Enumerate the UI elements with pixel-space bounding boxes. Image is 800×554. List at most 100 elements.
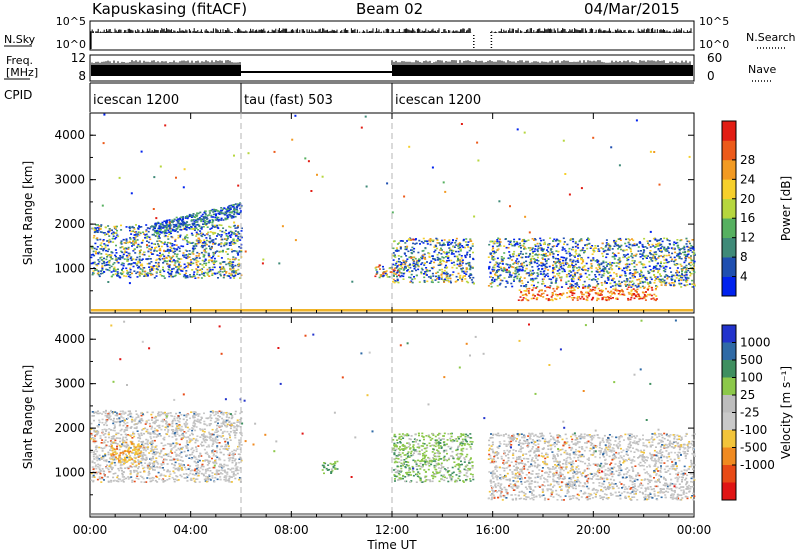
echo-cell xyxy=(455,275,458,278)
echo-cell xyxy=(165,256,168,259)
echo-cell xyxy=(457,258,459,260)
echo-cell xyxy=(100,256,103,258)
echo-cell xyxy=(639,282,642,284)
echo-cell xyxy=(135,456,137,459)
echo-cell xyxy=(580,291,583,294)
echo-cell xyxy=(628,263,631,266)
echo-cell xyxy=(495,271,498,274)
echo-cell xyxy=(515,272,518,275)
echo-cell xyxy=(503,277,506,279)
echo-cell xyxy=(168,256,171,259)
echo-cell xyxy=(404,242,407,244)
echo-cell xyxy=(147,258,150,260)
echo-cell xyxy=(564,259,567,262)
echo-cell xyxy=(228,242,231,244)
echo-cell xyxy=(211,272,214,275)
echo-cell xyxy=(95,455,98,458)
echo-cell xyxy=(201,273,204,275)
echo-cell xyxy=(236,425,239,428)
echo-cell xyxy=(542,278,545,280)
echo-cell xyxy=(520,247,522,249)
echo-cell xyxy=(235,233,238,236)
echo-cell xyxy=(617,259,620,261)
echo-cell xyxy=(640,263,643,265)
echo-cell xyxy=(186,422,189,425)
echo-cell xyxy=(637,285,640,288)
echo-cell xyxy=(670,278,673,280)
echo-cell xyxy=(208,245,211,247)
echo-cell xyxy=(513,238,516,241)
echo-cell xyxy=(574,272,577,274)
echo-cell xyxy=(218,473,221,475)
echo-cell xyxy=(127,248,130,250)
echo-cell xyxy=(171,219,174,222)
echo-cell xyxy=(518,238,521,241)
echo-cell xyxy=(426,240,429,242)
echo-cell xyxy=(417,259,420,262)
echo-cell xyxy=(202,220,205,223)
echo-cell xyxy=(182,245,185,248)
echo-cell xyxy=(225,471,228,474)
echo-cell xyxy=(163,255,166,257)
echo-cell xyxy=(420,271,423,273)
echo-cell xyxy=(396,278,399,281)
echo-cell xyxy=(175,266,178,268)
echo-cell xyxy=(192,215,195,218)
echo-cell xyxy=(107,248,110,251)
echo-cell xyxy=(670,247,673,249)
echo-cell xyxy=(108,416,111,419)
echo-cell xyxy=(114,273,117,275)
nsearch-label: N.Search xyxy=(746,31,796,44)
echo-cell xyxy=(92,480,95,483)
echo-cell xyxy=(629,292,632,295)
echo-cell xyxy=(96,231,99,233)
echo-cell xyxy=(156,243,159,245)
echo-cell xyxy=(494,278,496,281)
echo-cell xyxy=(130,462,133,464)
echo-cell xyxy=(393,255,396,257)
echo-cell xyxy=(660,262,662,265)
echo-cell xyxy=(233,250,236,252)
echo-cell xyxy=(227,479,230,481)
echo-cell xyxy=(496,242,499,244)
echo-cell xyxy=(213,209,216,211)
echo-cell xyxy=(172,466,175,469)
echo-cell xyxy=(631,285,634,287)
echo-cell xyxy=(145,421,148,423)
echo-cell xyxy=(665,259,668,262)
echo-cell xyxy=(649,240,652,242)
echo-cell xyxy=(106,467,109,469)
echo-cell xyxy=(594,292,597,294)
echo-cell xyxy=(639,275,642,277)
echo-cell xyxy=(566,296,569,299)
echo-cell xyxy=(220,429,222,431)
echo-cell xyxy=(613,271,616,274)
echo-cell xyxy=(183,228,186,230)
echo-cell xyxy=(626,284,629,286)
echo-cell xyxy=(394,264,397,266)
echo-cell xyxy=(143,446,146,449)
echo-cell xyxy=(437,281,440,283)
echo-cell xyxy=(117,235,120,238)
echo-cell xyxy=(468,264,471,267)
echo-cell xyxy=(190,215,193,217)
echo-cell xyxy=(111,411,114,413)
echo-cell xyxy=(126,443,129,446)
echo-cell xyxy=(461,267,464,269)
echo-cell xyxy=(93,262,96,265)
echo-cell xyxy=(138,436,141,438)
echo-cell xyxy=(218,251,221,253)
echo-cell xyxy=(182,254,185,257)
echo-cell xyxy=(665,261,668,264)
echo-cell xyxy=(135,423,138,425)
echo-cell xyxy=(460,255,463,257)
echo-cell xyxy=(589,288,592,291)
echo-cell xyxy=(112,473,115,475)
echo-cell xyxy=(406,258,409,260)
echo-cell xyxy=(124,436,127,439)
echo-cell xyxy=(117,268,119,271)
echo-cell xyxy=(395,247,398,249)
echo-cell xyxy=(404,246,407,248)
echo-cell xyxy=(458,244,461,246)
echo-cell xyxy=(145,458,148,460)
